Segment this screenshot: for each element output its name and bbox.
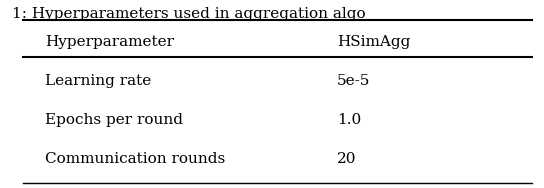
Text: Communication rounds: Communication rounds xyxy=(45,152,225,166)
Text: Hyperparameter: Hyperparameter xyxy=(45,35,174,49)
Text: HSimAgg: HSimAgg xyxy=(337,35,410,49)
Text: Learning rate: Learning rate xyxy=(45,74,151,88)
Text: 1: Hyperparameters used in aggregation algo: 1: Hyperparameters used in aggregation a… xyxy=(12,7,366,21)
Text: 1.0: 1.0 xyxy=(337,113,361,127)
Text: 20: 20 xyxy=(337,152,356,166)
Text: Epochs per round: Epochs per round xyxy=(45,113,183,127)
Text: 5e-5: 5e-5 xyxy=(337,74,370,88)
